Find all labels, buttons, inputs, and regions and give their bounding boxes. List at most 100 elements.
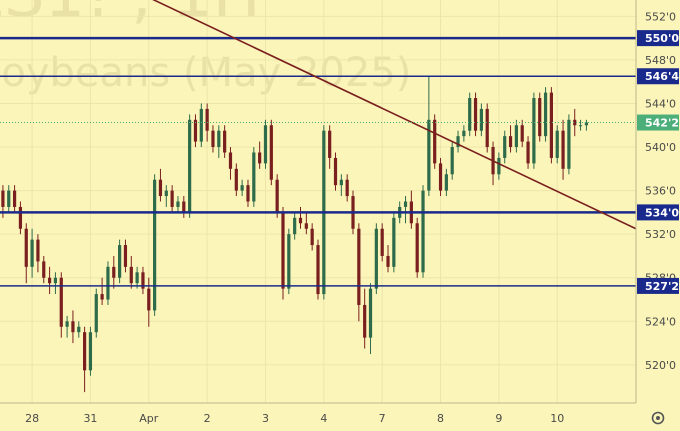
candle	[94, 288, 98, 338]
level-price-badge-box	[637, 204, 679, 221]
candle	[65, 315, 69, 338]
candle-body	[363, 304, 367, 338]
candle	[30, 228, 34, 278]
candle-body	[30, 239, 34, 267]
candle-body	[421, 190, 425, 273]
candle-body	[357, 228, 361, 305]
candle	[71, 310, 75, 344]
level-price-badge-text: 550'0	[645, 32, 679, 45]
candle-body	[100, 294, 104, 300]
candle	[263, 119, 268, 169]
candle	[164, 185, 168, 207]
candle-body	[304, 223, 308, 229]
x-tick-label: 8	[437, 412, 444, 425]
candle	[526, 136, 530, 169]
candle-body	[456, 136, 460, 148]
candle-body	[538, 98, 542, 137]
candle-body	[298, 217, 303, 224]
y-tick-label: 532'0	[645, 228, 676, 241]
candle	[339, 174, 343, 197]
candle	[258, 141, 262, 169]
candle-body	[520, 125, 524, 142]
watermark-description: Soybeans (May 2025)	[0, 50, 411, 96]
candle-body	[584, 122, 589, 126]
candle	[47, 266, 52, 295]
candle-body	[450, 147, 454, 175]
candle-body	[217, 130, 221, 148]
x-tick-label: 10	[550, 412, 564, 425]
candle	[357, 223, 361, 322]
candle	[88, 326, 93, 376]
candle-body	[333, 157, 338, 186]
level-price-badge: 527'2	[637, 277, 679, 294]
candle	[182, 196, 186, 218]
y-tick-label: 552'0	[645, 10, 676, 23]
candle	[53, 272, 58, 295]
candle-body	[59, 277, 63, 327]
y-tick-label: 524'0	[645, 315, 676, 328]
candle	[403, 196, 408, 224]
candle	[153, 174, 157, 316]
candle	[176, 196, 180, 213]
candle-body	[555, 130, 559, 158]
candle-body	[508, 136, 513, 148]
candle-body	[252, 152, 256, 202]
gear-icon[interactable]	[651, 411, 665, 425]
candle	[462, 125, 466, 142]
candle-body	[228, 152, 233, 169]
y-tick-label: 548'0	[645, 54, 676, 67]
candle	[514, 119, 518, 153]
y-tick-label: 520'0	[645, 359, 676, 372]
candle	[567, 114, 571, 175]
candle	[234, 163, 238, 197]
settings-button[interactable]	[651, 411, 665, 425]
candle	[444, 168, 448, 197]
candle-body	[83, 332, 87, 371]
candle-body	[77, 326, 81, 333]
candle	[228, 147, 233, 180]
candle-body	[316, 245, 320, 295]
candle	[427, 76, 431, 197]
x-tick-label: 31	[83, 412, 97, 425]
candle	[123, 239, 128, 273]
candle	[503, 130, 507, 164]
candle	[158, 168, 163, 202]
candle-body	[24, 228, 28, 267]
candle-body	[240, 185, 244, 191]
candle-body	[573, 119, 577, 126]
candle-body	[94, 294, 98, 333]
candle-body	[380, 228, 384, 256]
candle	[129, 255, 133, 289]
candle	[328, 125, 332, 169]
candle	[240, 179, 244, 197]
candle	[199, 103, 203, 148]
candle-body	[561, 130, 565, 169]
level-price-badge-text: 527'2	[645, 280, 679, 293]
candle-body	[386, 255, 390, 267]
last-price-badge-text: 542'2	[645, 117, 679, 130]
candle-body	[18, 206, 23, 229]
candle-body	[497, 157, 501, 175]
candle-body	[479, 108, 483, 131]
price-axis[interactable]: 552'0548'0544'0540'0536'0532'0528'0524'0…	[635, 0, 680, 431]
candle	[386, 245, 390, 273]
candle-body	[339, 179, 343, 186]
candle	[36, 234, 40, 273]
candle-body	[182, 201, 186, 213]
candle-body	[427, 119, 431, 191]
candle-body	[170, 190, 174, 207]
candle	[12, 185, 17, 213]
candle-body	[234, 168, 238, 191]
time-axis[interactable]: 28 31 Apr 2 3 4 7 8 9 10	[0, 402, 680, 431]
candle-body	[36, 239, 40, 262]
candle-body	[88, 332, 93, 371]
candle	[246, 179, 250, 207]
candle-body	[53, 277, 58, 284]
candle	[508, 125, 513, 153]
candle	[415, 217, 419, 278]
candle	[170, 185, 174, 213]
candle-body	[47, 277, 52, 284]
candle-body	[158, 179, 163, 197]
